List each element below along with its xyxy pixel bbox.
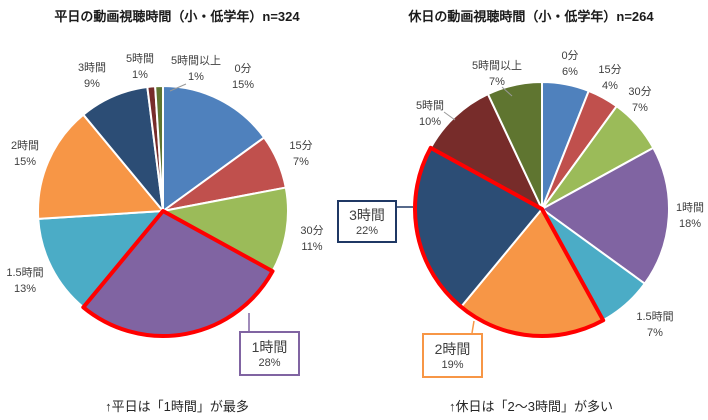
slice-label-2時間: 2時間 15% <box>11 138 39 170</box>
slice-label-3時間: 3時間 9% <box>78 60 106 92</box>
slice-label-name: 2時間 <box>10 140 40 152</box>
slice-label-name: 1.5時間 <box>6 267 44 279</box>
slice-label-15分: 15分 4% <box>598 62 621 94</box>
holiday-chart-title: 休日の動画視聴時間（小・低学年）n=264 <box>408 9 654 24</box>
weekday-pie-svg <box>37 83 289 338</box>
callout-percent: 19% <box>441 358 464 371</box>
pie-slice-0分 <box>162 85 266 212</box>
slice-label-percent: 7% <box>632 102 648 114</box>
slice-label-percent: 15% <box>231 79 255 91</box>
slice-label-name: 1.5時間 <box>636 311 674 323</box>
slice-label-percent: 18% <box>678 218 702 230</box>
slice-label-name: 0分 <box>234 63 252 75</box>
slice-label-1.5時間: 1.5時間 13% <box>6 265 43 297</box>
slice-label-0分: 0分 15% <box>232 61 254 93</box>
callout-box-3時間: 3時間 22% <box>337 200 397 243</box>
slice-label-name: 15分 <box>598 64 622 76</box>
slice-label-name: 15分 <box>289 140 313 152</box>
slice-label-percent: 6% <box>562 66 578 78</box>
slice-label-percent: 11% <box>301 241 323 253</box>
slice-label-name: 0分 <box>561 50 579 62</box>
slice-label-5時間: 5時間 1% <box>126 51 154 83</box>
pie-slice-1時間 <box>541 146 670 285</box>
slice-label-30分: 30分 11% <box>300 223 323 255</box>
holiday-label-layer: 0分 6% 15分 4% 30分 7% 1時間 18% 1.5時間 7% 5時間 10% 5時間以上 7%… <box>337 0 708 420</box>
slice-label-0分: 0分 6% <box>561 48 578 80</box>
slice-label-name: 30分 <box>300 225 324 237</box>
slice-label-percent: 7% <box>293 156 309 168</box>
callout-label: 3時間 <box>349 206 385 223</box>
slice-label-name: 5時間 <box>415 100 445 112</box>
slice-label-5時間以上: 5時間以上 7% <box>472 58 522 90</box>
slice-label-1時間: 1時間 18% <box>676 200 704 232</box>
callout-percent: 22% <box>355 224 379 237</box>
leader-line-5時間以上 <box>501 86 513 97</box>
callout-label: 1時間 <box>251 338 288 355</box>
callout-label: 2時間 <box>434 340 471 357</box>
slice-label-percent: 15% <box>13 156 37 168</box>
slice-label-5時間以上: 5時間以上 1% <box>171 53 221 85</box>
slice-label-name: 5時間以上 <box>170 55 222 67</box>
slice-label-percent: 9% <box>84 78 100 90</box>
slice-label-5時間: 5時間 10% <box>416 98 444 130</box>
slice-label-15分: 15分 7% <box>289 138 312 170</box>
holiday-pie-chart: 休日の動画視聴時間（小・低学年）n=264 0分 6% 15分 4% 30分 7% 1時間 1… <box>337 0 708 420</box>
pie-slice-2時間 <box>37 113 164 220</box>
slice-label-name: 30分 <box>628 86 652 98</box>
slice-label-percent: 1% <box>132 69 148 81</box>
slice-label-name: 5時間以上 <box>471 60 523 72</box>
highlight-outline-1時間-1時間 <box>81 209 275 338</box>
weekday-pie-chart: 平日の動画視聴時間（小・低学年）n=324 0分 15% 15分 7% 30分 11% 1.… <box>6 9 324 414</box>
pie-slice-1.5時間 <box>37 210 164 309</box>
callout-box-2時間: 2時間 19% <box>422 333 483 378</box>
weekday-caption: ↑平日は「1時間」が最多 <box>105 399 249 414</box>
leader-line-5時間以上 <box>169 83 187 92</box>
pie-slice-5時間以上 <box>154 85 164 212</box>
holiday-caption: ↑休日は「2～3時間」が多い <box>449 399 613 414</box>
callout-percent: 28% <box>258 356 281 369</box>
callout-connector-2時間 <box>471 320 475 334</box>
leader-line-5時間 <box>443 111 456 121</box>
slice-label-percent: 4% <box>602 80 618 92</box>
slice-label-percent: 7% <box>647 327 663 339</box>
slice-label-name: 1時間 <box>675 202 705 214</box>
slice-label-percent: 1% <box>188 71 204 83</box>
slice-label-name: 3時間 <box>77 62 107 74</box>
weekday-chart-title: 平日の動画視聴時間（小・低学年）n=324 <box>54 9 300 24</box>
slice-label-percent: 13% <box>13 283 37 295</box>
slice-label-30分: 30分 7% <box>628 84 651 116</box>
highlight-outline-2時間-3時間 <box>413 145 606 338</box>
pie-slice-5時間以上 <box>486 81 543 210</box>
weekday-label-layer: 0分 15% 15分 7% 30分 11% 1.5時間 13% 2時間 15% 3時間 9% 5時間 1%… <box>6 51 324 376</box>
slice-label-percent: 7% <box>489 76 505 88</box>
holiday-pie-svg <box>397 81 670 338</box>
slice-label-name: 5時間 <box>125 53 155 65</box>
pie-slice-30分 <box>162 186 289 273</box>
slice-label-percent: 10% <box>418 116 442 128</box>
slice-label-1.5時間: 1.5時間 7% <box>636 309 673 341</box>
callout-box-1時間: 1時間 28% <box>239 331 300 376</box>
